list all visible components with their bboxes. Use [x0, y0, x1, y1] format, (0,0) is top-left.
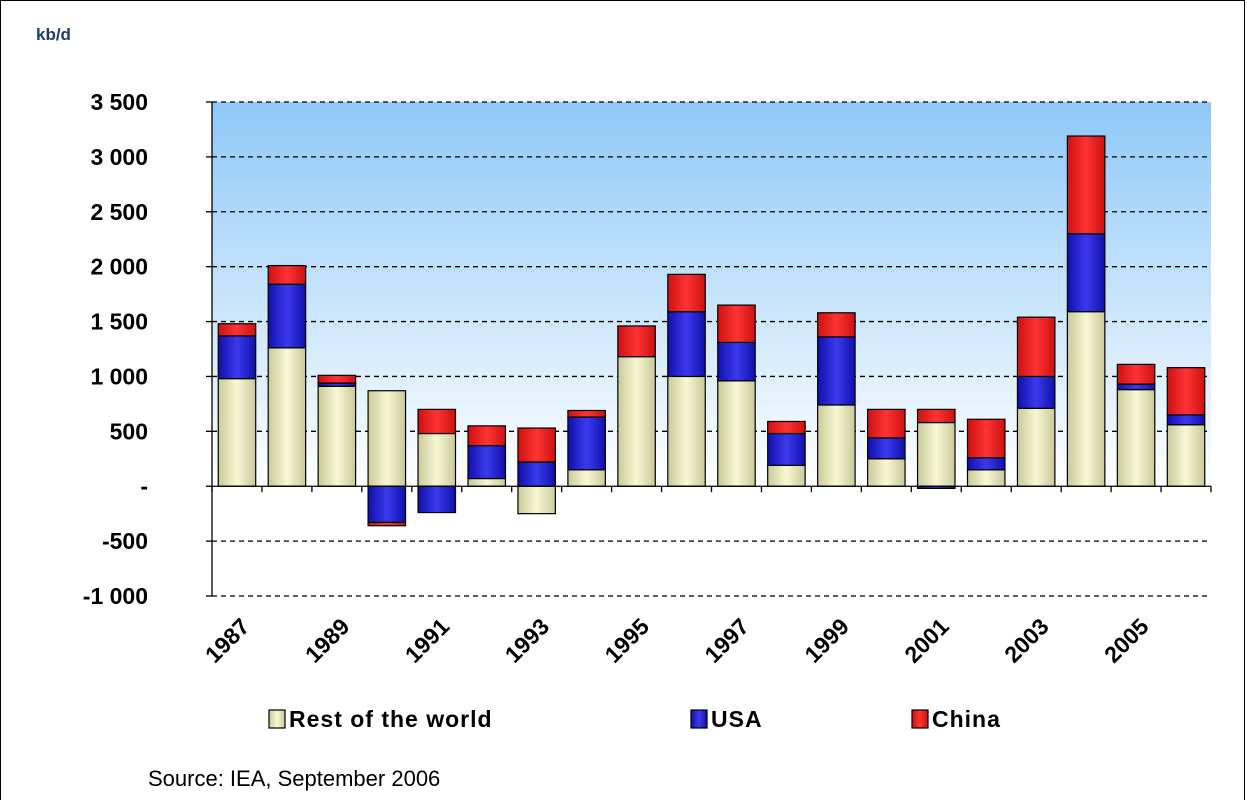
bar-segment-rest-of-the-world-2004 [1066, 311, 1106, 487]
bar-segment-china-1997 [717, 304, 756, 344]
bar-segment-rest-of-the-world-1997 [717, 380, 756, 487]
x-tick-label: 1987 [200, 613, 255, 668]
bar-segment-rest-of-the-world-1991 [417, 432, 457, 487]
gridlines [212, 101, 1211, 597]
bar-segment-usa-2005 [1116, 383, 1156, 391]
plot-background [212, 102, 1211, 596]
bar-segment-usa-2000 [866, 437, 906, 460]
y-tick-label: 1 500 [90, 309, 148, 335]
bar-segment-rest-of-the-world-2002 [966, 469, 1006, 487]
legend-swatch-china [911, 709, 929, 729]
x-tick-label: 2005 [1099, 613, 1154, 668]
bar-segment-china-1996 [667, 273, 706, 313]
bar-segment-china-1987 [217, 323, 257, 337]
x-tick-label: 1989 [300, 613, 355, 668]
bar-segment-rest-of-the-world-1992 [467, 477, 507, 487]
bar-segment-rest-of-the-world-1988 [267, 347, 307, 487]
bar-segment-rest-of-the-world-1989 [317, 385, 357, 487]
bar-segment-china-2006 [1166, 367, 1206, 416]
bar-segment-rest-of-the-world-2001 [916, 421, 956, 487]
legend-label-china: China [932, 706, 1001, 732]
bar-segment-china-1994 [567, 409, 606, 418]
bar-segment-china-1998 [767, 420, 806, 435]
bar-segment-rest-of-the-world-1995 [617, 356, 656, 487]
bar-segment-usa-2004 [1066, 233, 1106, 313]
bar-segment-rest-of-the-world-1994 [567, 469, 606, 487]
bar-segment-usa-2003 [1016, 375, 1056, 409]
bar-segment-rest-of-the-world-1987 [217, 378, 257, 487]
bar-segment-china-2004 [1066, 135, 1106, 235]
source-note: Source: IEA, September 2006 [148, 766, 440, 791]
legend-swatch-rest-of-the-world [268, 709, 286, 729]
bar-segment-usa-2006 [1166, 414, 1206, 426]
bar-segment-china-1990 [367, 521, 407, 527]
x-tick-label: 1991 [400, 613, 455, 668]
x-tick-label: 1999 [799, 613, 854, 668]
bar-segment-china-1988 [267, 264, 307, 285]
y-tick-label: -1 000 [83, 583, 148, 609]
y-tick-label: - [140, 473, 148, 499]
bar-segment-rest-of-the-world-2003 [1016, 407, 1056, 487]
bar-segment-usa-1991 [417, 485, 457, 514]
bar-segment-china-2001 [916, 408, 956, 424]
bar-segment-china-1993 [517, 427, 557, 463]
bar-segment-china-1992 [467, 425, 507, 447]
x-tick-label: 1993 [500, 613, 555, 668]
y-tick-label: -500 [102, 528, 148, 554]
bars [217, 135, 1206, 527]
bar-segment-usa-1994 [567, 416, 606, 471]
bar-segment-china-2002 [966, 418, 1006, 459]
bar-segment-china-1995 [617, 325, 656, 358]
bar-segment-usa-1999 [817, 336, 856, 406]
y-tick-labels: 3 500 3 000 2 500 2 000 1 500 1 000 500 - -500 -1… [83, 89, 148, 609]
bar-segment-usa-1988 [267, 283, 307, 349]
bar-segment-rest-of-the-world-2006 [1166, 424, 1206, 487]
bar-segment-usa-1990 [367, 485, 407, 524]
bar-segment-china-2003 [1016, 316, 1056, 378]
bar-segment-china-1991 [417, 408, 457, 435]
x-tick-labels: 1987 1989 1991 1993 1995 1997 1999 2001 2003 2005 [200, 613, 1154, 668]
bar-segment-china-2005 [1116, 363, 1156, 385]
x-tick-label: 1995 [600, 613, 655, 668]
bar-segment-rest-of-the-world-1998 [767, 464, 806, 487]
y-tick-label: 500 [110, 418, 148, 444]
legend-label-rest-of-the-world: Rest of the world [289, 706, 493, 732]
y-tick-label: 3 000 [90, 144, 148, 170]
bar-segment-china-1989 [317, 374, 357, 384]
axes [206, 101, 1212, 597]
y-tick-label: 1 000 [90, 363, 148, 389]
bar-segment-usa-1993 [517, 461, 557, 487]
bar-segment-usa-1992 [467, 445, 507, 480]
bar-segment-china-1999 [817, 312, 856, 338]
x-tick-label: 2001 [899, 613, 954, 668]
bar-segment-usa-1998 [767, 432, 806, 466]
legend-swatch-usa [690, 709, 708, 729]
unit-label: kb/d [36, 25, 71, 44]
bar-segment-rest-of-the-world-1993 [517, 485, 557, 515]
y-tick-label: 2 000 [90, 254, 148, 280]
bar-segment-rest-of-the-world-2005 [1116, 389, 1156, 487]
x-tick-label: 1997 [699, 613, 754, 668]
bar-segment-usa-1987 [217, 335, 257, 380]
bar-segment-china-2000 [866, 408, 906, 439]
bar-segment-usa-1996 [667, 311, 706, 378]
bar-segment-usa-1997 [717, 341, 756, 382]
x-tick-label: 2003 [999, 613, 1054, 668]
bar-segment-rest-of-the-world-1990 [367, 390, 407, 487]
legend-label-usa: USA [711, 706, 763, 732]
legend: Rest of the world USA China [268, 706, 1001, 732]
bar-segment-rest-of-the-world-1996 [667, 375, 706, 487]
bar-segment-rest-of-the-world-2000 [866, 458, 906, 487]
y-tick-label: 2 500 [90, 199, 148, 225]
bar-segment-rest-of-the-world-1999 [817, 404, 856, 487]
y-tick-label: 3 500 [90, 89, 148, 115]
bar-segment-usa-2002 [966, 457, 1006, 471]
